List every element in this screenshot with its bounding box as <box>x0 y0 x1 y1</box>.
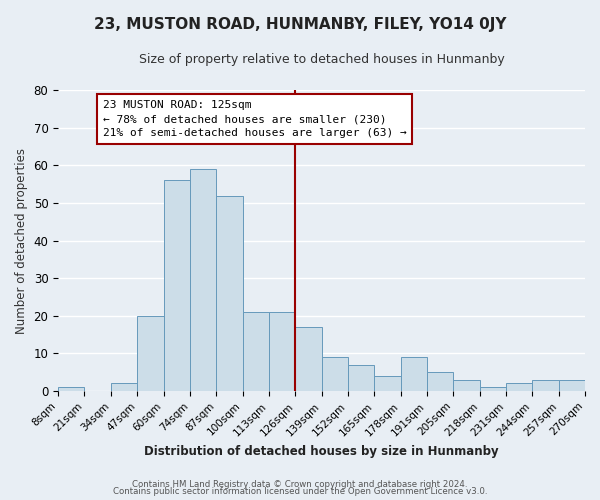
Text: 23 MUSTON ROAD: 125sqm
← 78% of detached houses are smaller (230)
21% of semi-de: 23 MUSTON ROAD: 125sqm ← 78% of detached… <box>103 100 407 138</box>
Bar <box>111 384 137 391</box>
Bar <box>216 196 242 391</box>
Bar <box>427 372 453 391</box>
Text: Contains public sector information licensed under the Open Government Licence v3: Contains public sector information licen… <box>113 487 487 496</box>
Text: 23, MUSTON ROAD, HUNMANBY, FILEY, YO14 0JY: 23, MUSTON ROAD, HUNMANBY, FILEY, YO14 0… <box>94 18 506 32</box>
Bar <box>532 380 559 391</box>
Bar <box>479 387 506 391</box>
Text: Contains HM Land Registry data © Crown copyright and database right 2024.: Contains HM Land Registry data © Crown c… <box>132 480 468 489</box>
Bar <box>559 380 585 391</box>
Bar <box>269 312 295 391</box>
Bar <box>453 380 479 391</box>
Bar <box>401 357 427 391</box>
Title: Size of property relative to detached houses in Hunmanby: Size of property relative to detached ho… <box>139 52 505 66</box>
Bar <box>322 357 348 391</box>
Bar <box>506 384 532 391</box>
Bar <box>295 327 322 391</box>
Bar <box>374 376 401 391</box>
Bar <box>137 316 164 391</box>
Bar <box>164 180 190 391</box>
X-axis label: Distribution of detached houses by size in Hunmanby: Distribution of detached houses by size … <box>144 444 499 458</box>
Y-axis label: Number of detached properties: Number of detached properties <box>15 148 28 334</box>
Bar <box>242 312 269 391</box>
Bar <box>190 169 216 391</box>
Bar <box>58 387 85 391</box>
Bar <box>348 364 374 391</box>
